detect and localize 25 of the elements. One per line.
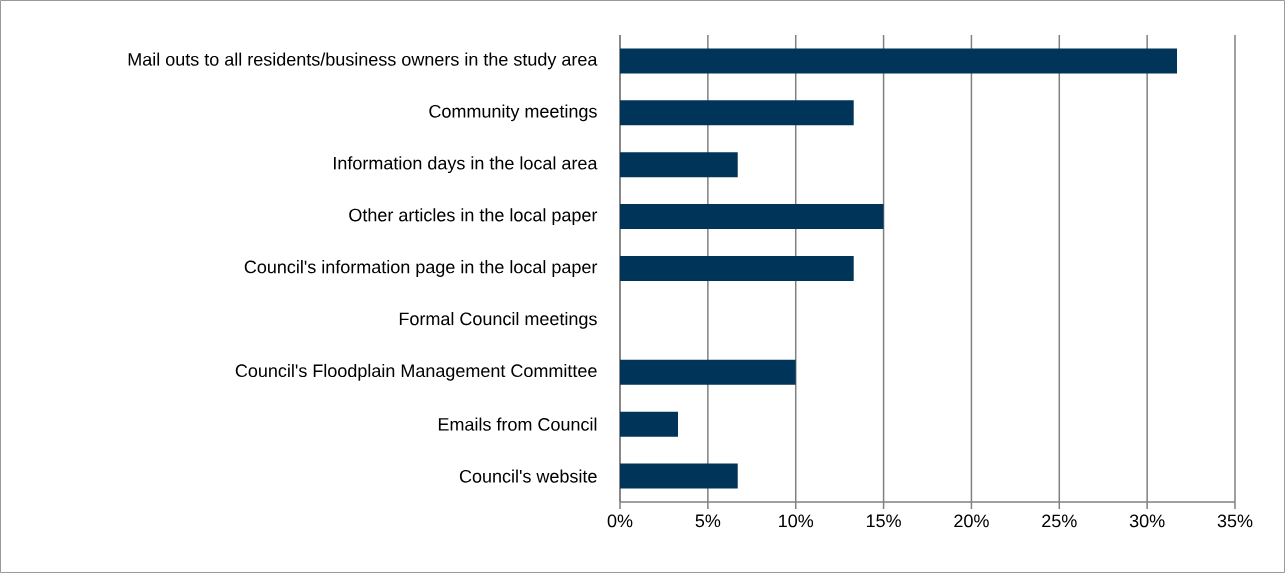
x-tick-label: 25% (1042, 514, 1077, 528)
y-tick-label: Mail outs to all residents/business owners in the study area (128, 52, 598, 70)
x-tick-label: 15% (866, 514, 901, 528)
bar (620, 411, 678, 437)
x-tick-label: 5% (695, 514, 721, 528)
x-tick-label: 20% (954, 514, 989, 528)
bar (620, 463, 738, 489)
bar (620, 359, 796, 385)
bar (620, 152, 738, 178)
y-tick-label: Community meetings (429, 104, 597, 122)
bar (620, 255, 854, 281)
y-tick-label: Formal Council meetings (399, 311, 597, 329)
y-tick-label: Emails from Council (438, 417, 597, 431)
y-tick-label: Council's website (459, 469, 597, 483)
bar (620, 48, 1178, 74)
x-tick-label: 30% (1129, 514, 1165, 528)
x-tick-label: 35% (1217, 514, 1253, 528)
x-tick-label: 0% (607, 514, 633, 528)
bar (620, 100, 854, 126)
y-tick-label: Council's information page in the local paper (244, 260, 598, 277)
bar (620, 204, 884, 230)
y-tick-label: Information days in the local area (333, 156, 598, 174)
y-tick-label: Other articles in the local paper (349, 208, 598, 225)
x-tick-label: 10% (779, 514, 814, 528)
y-tick-label: Council's Floodplain Management Committee (235, 363, 597, 381)
